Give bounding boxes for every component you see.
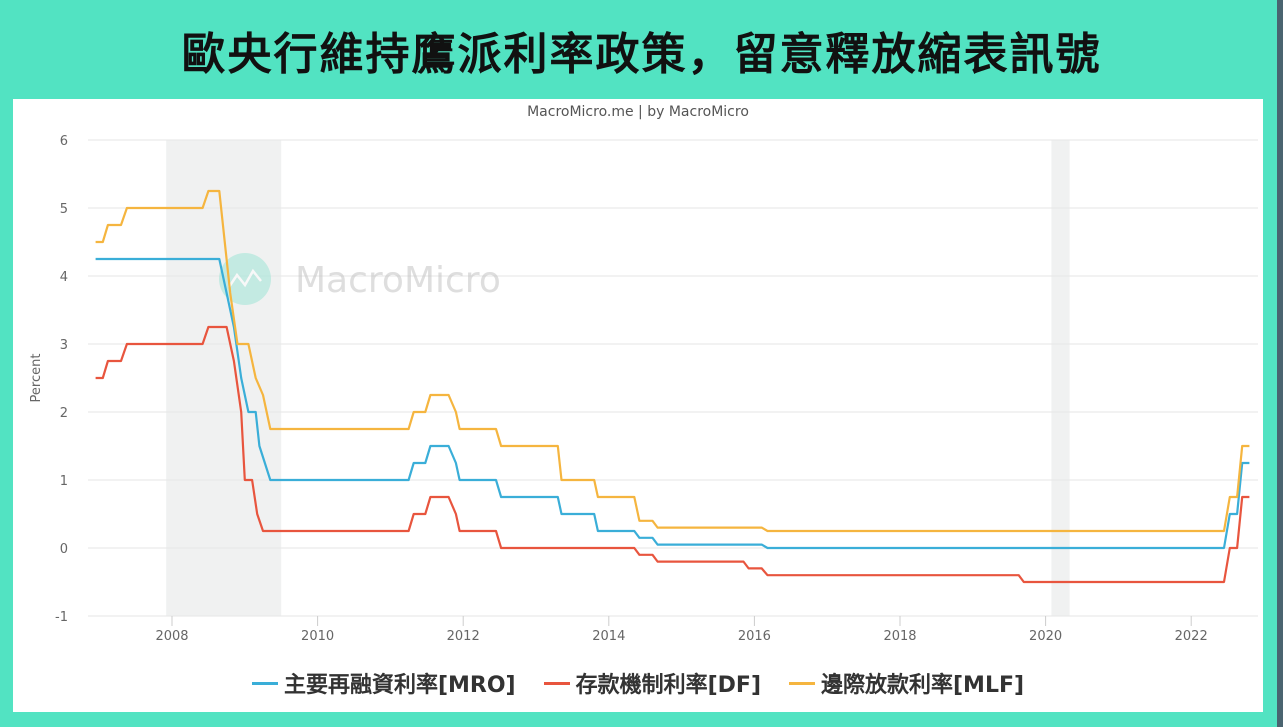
x-tick-label: 2008 xyxy=(155,629,188,644)
x-tick-label: 2020 xyxy=(1029,629,1062,644)
chart-panel: MacroMicro.me | by MacroMicro 6 5 4 3 2 1 0 -1 P… xyxy=(13,99,1263,712)
legend-label: 主要再融資利率[MRO] xyxy=(283,673,516,698)
watermark: MacroMicro xyxy=(219,253,501,305)
series-line-df[interactable] xyxy=(95,325,1250,584)
y-tick-label: 2 xyxy=(60,406,68,421)
line-chart: 6 5 4 3 2 1 0 -1 Percent 2008 2010 2012 2014 2016 2018… xyxy=(29,134,1258,644)
y-tick-label: -1 xyxy=(55,610,68,625)
series-line-mlf[interactable] xyxy=(95,189,1250,533)
x-tick-label: 2022 xyxy=(1175,629,1208,644)
x-tick-label: 2018 xyxy=(883,629,916,644)
y-tick-label: 3 xyxy=(60,338,68,353)
y-tick-label: 4 xyxy=(60,270,68,285)
legend-swatch-icon xyxy=(543,681,570,685)
x-tick-label: 2010 xyxy=(301,629,334,644)
series-line-mro[interactable] xyxy=(95,257,1250,550)
legend-label: 存款機制利率[DF] xyxy=(575,673,761,698)
legend-label: 邊際放款利率[MLF] xyxy=(821,673,1025,698)
y-tick-label: 6 xyxy=(60,134,68,149)
recession-band xyxy=(166,140,282,616)
page-title: 歐央行維持鷹派利率政策，留意釋放縮表訊號 xyxy=(181,29,1102,80)
x-tick-label: 2016 xyxy=(738,629,771,644)
watermark-chart-icon xyxy=(227,268,262,288)
right-edge-strip xyxy=(1277,0,1283,727)
y-tick-label: 1 xyxy=(60,474,68,489)
legend-item-mlf[interactable]: 邊際放款利率[MLF] xyxy=(789,667,1024,699)
y-tick-label: 0 xyxy=(60,542,68,557)
watermark-logo-icon xyxy=(219,253,271,305)
x-tick-label: 2014 xyxy=(592,629,625,644)
x-tick-label: 2012 xyxy=(447,629,480,644)
recession-band xyxy=(1051,140,1070,616)
watermark-text: MacroMicro xyxy=(295,260,501,301)
legend-item-df[interactable]: 存款機制利率[DF] xyxy=(543,667,761,699)
legend-item-mro[interactable]: 主要再融資利率[MRO] xyxy=(251,667,516,699)
legend-swatch-icon xyxy=(789,681,815,685)
chart-legend: 主要再融資利率[MRO] 存款機制利率[DF] 邊際放款利率[MLF] xyxy=(13,667,1263,699)
y-axis-label: Percent xyxy=(29,354,44,403)
legend-swatch-icon xyxy=(251,681,278,685)
chart-credits: MacroMicro.me | by MacroMicro xyxy=(527,104,749,120)
y-tick-label: 5 xyxy=(60,202,68,217)
